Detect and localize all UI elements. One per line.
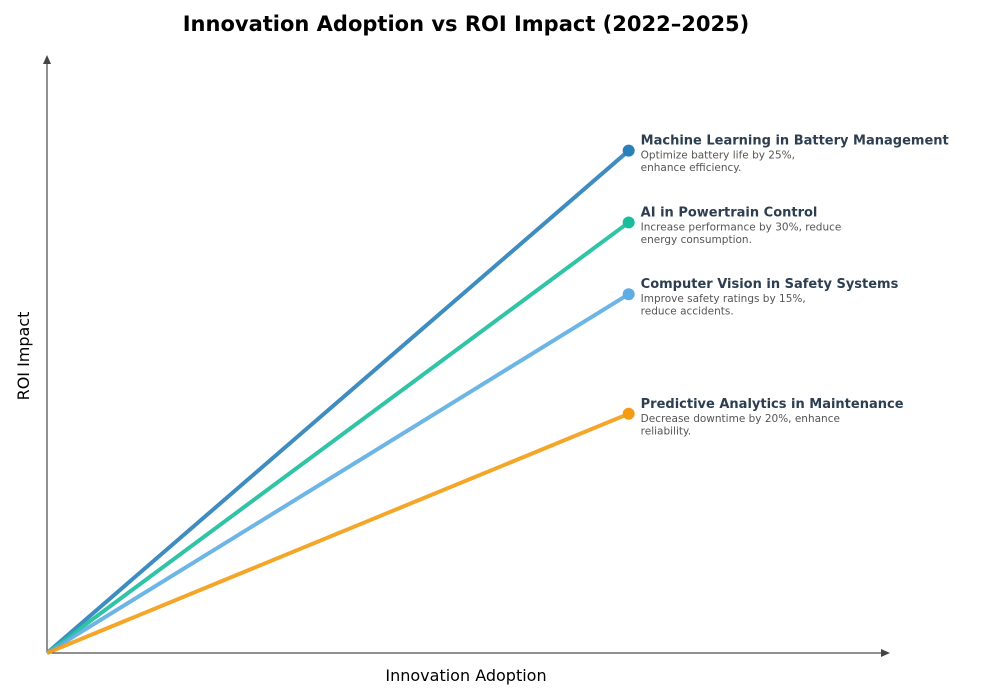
series-description-2: Improve safety ratings by 15%, (641, 293, 806, 305)
series-description-1: energy consumption. (641, 234, 752, 246)
series-description-3: Decrease downtime by 20%, enhance (641, 413, 840, 425)
series-description-1: Increase performance by 30%, reduce (641, 221, 842, 233)
series-line-0 (45, 149, 630, 655)
series-label-1: AI in Powertrain Control (641, 205, 818, 220)
series-description-3: reliability. (641, 425, 691, 437)
series-endpoint-0 (622, 144, 635, 157)
series-line-1 (45, 220, 630, 655)
series-label-0: Machine Learning in Battery Management (641, 134, 949, 149)
y-axis-label: ROI Impact (14, 312, 33, 401)
series-endpoint-2 (622, 288, 635, 301)
x-axis-label: Innovation Adoption (385, 666, 546, 685)
series-endpoint-1 (622, 216, 635, 229)
series-endpoint-3 (622, 407, 635, 420)
series-description-0: Optimize battery life by 25%, (641, 150, 795, 162)
series-line-3 (46, 411, 630, 655)
x-axis-arrow-icon (881, 649, 890, 657)
series-description-2: reduce accidents. (641, 306, 734, 318)
chart-title: Innovation Adoption vs ROI Impact (2022–… (183, 12, 750, 36)
series-label-3: Predictive Analytics in Maintenance (641, 397, 904, 412)
series-label-2: Computer Vision in Safety Systems (641, 277, 899, 292)
series-description-0: enhance efficiency. (641, 162, 742, 174)
y-axis-arrow-icon (43, 55, 51, 64)
series-line-2 (45, 292, 630, 655)
